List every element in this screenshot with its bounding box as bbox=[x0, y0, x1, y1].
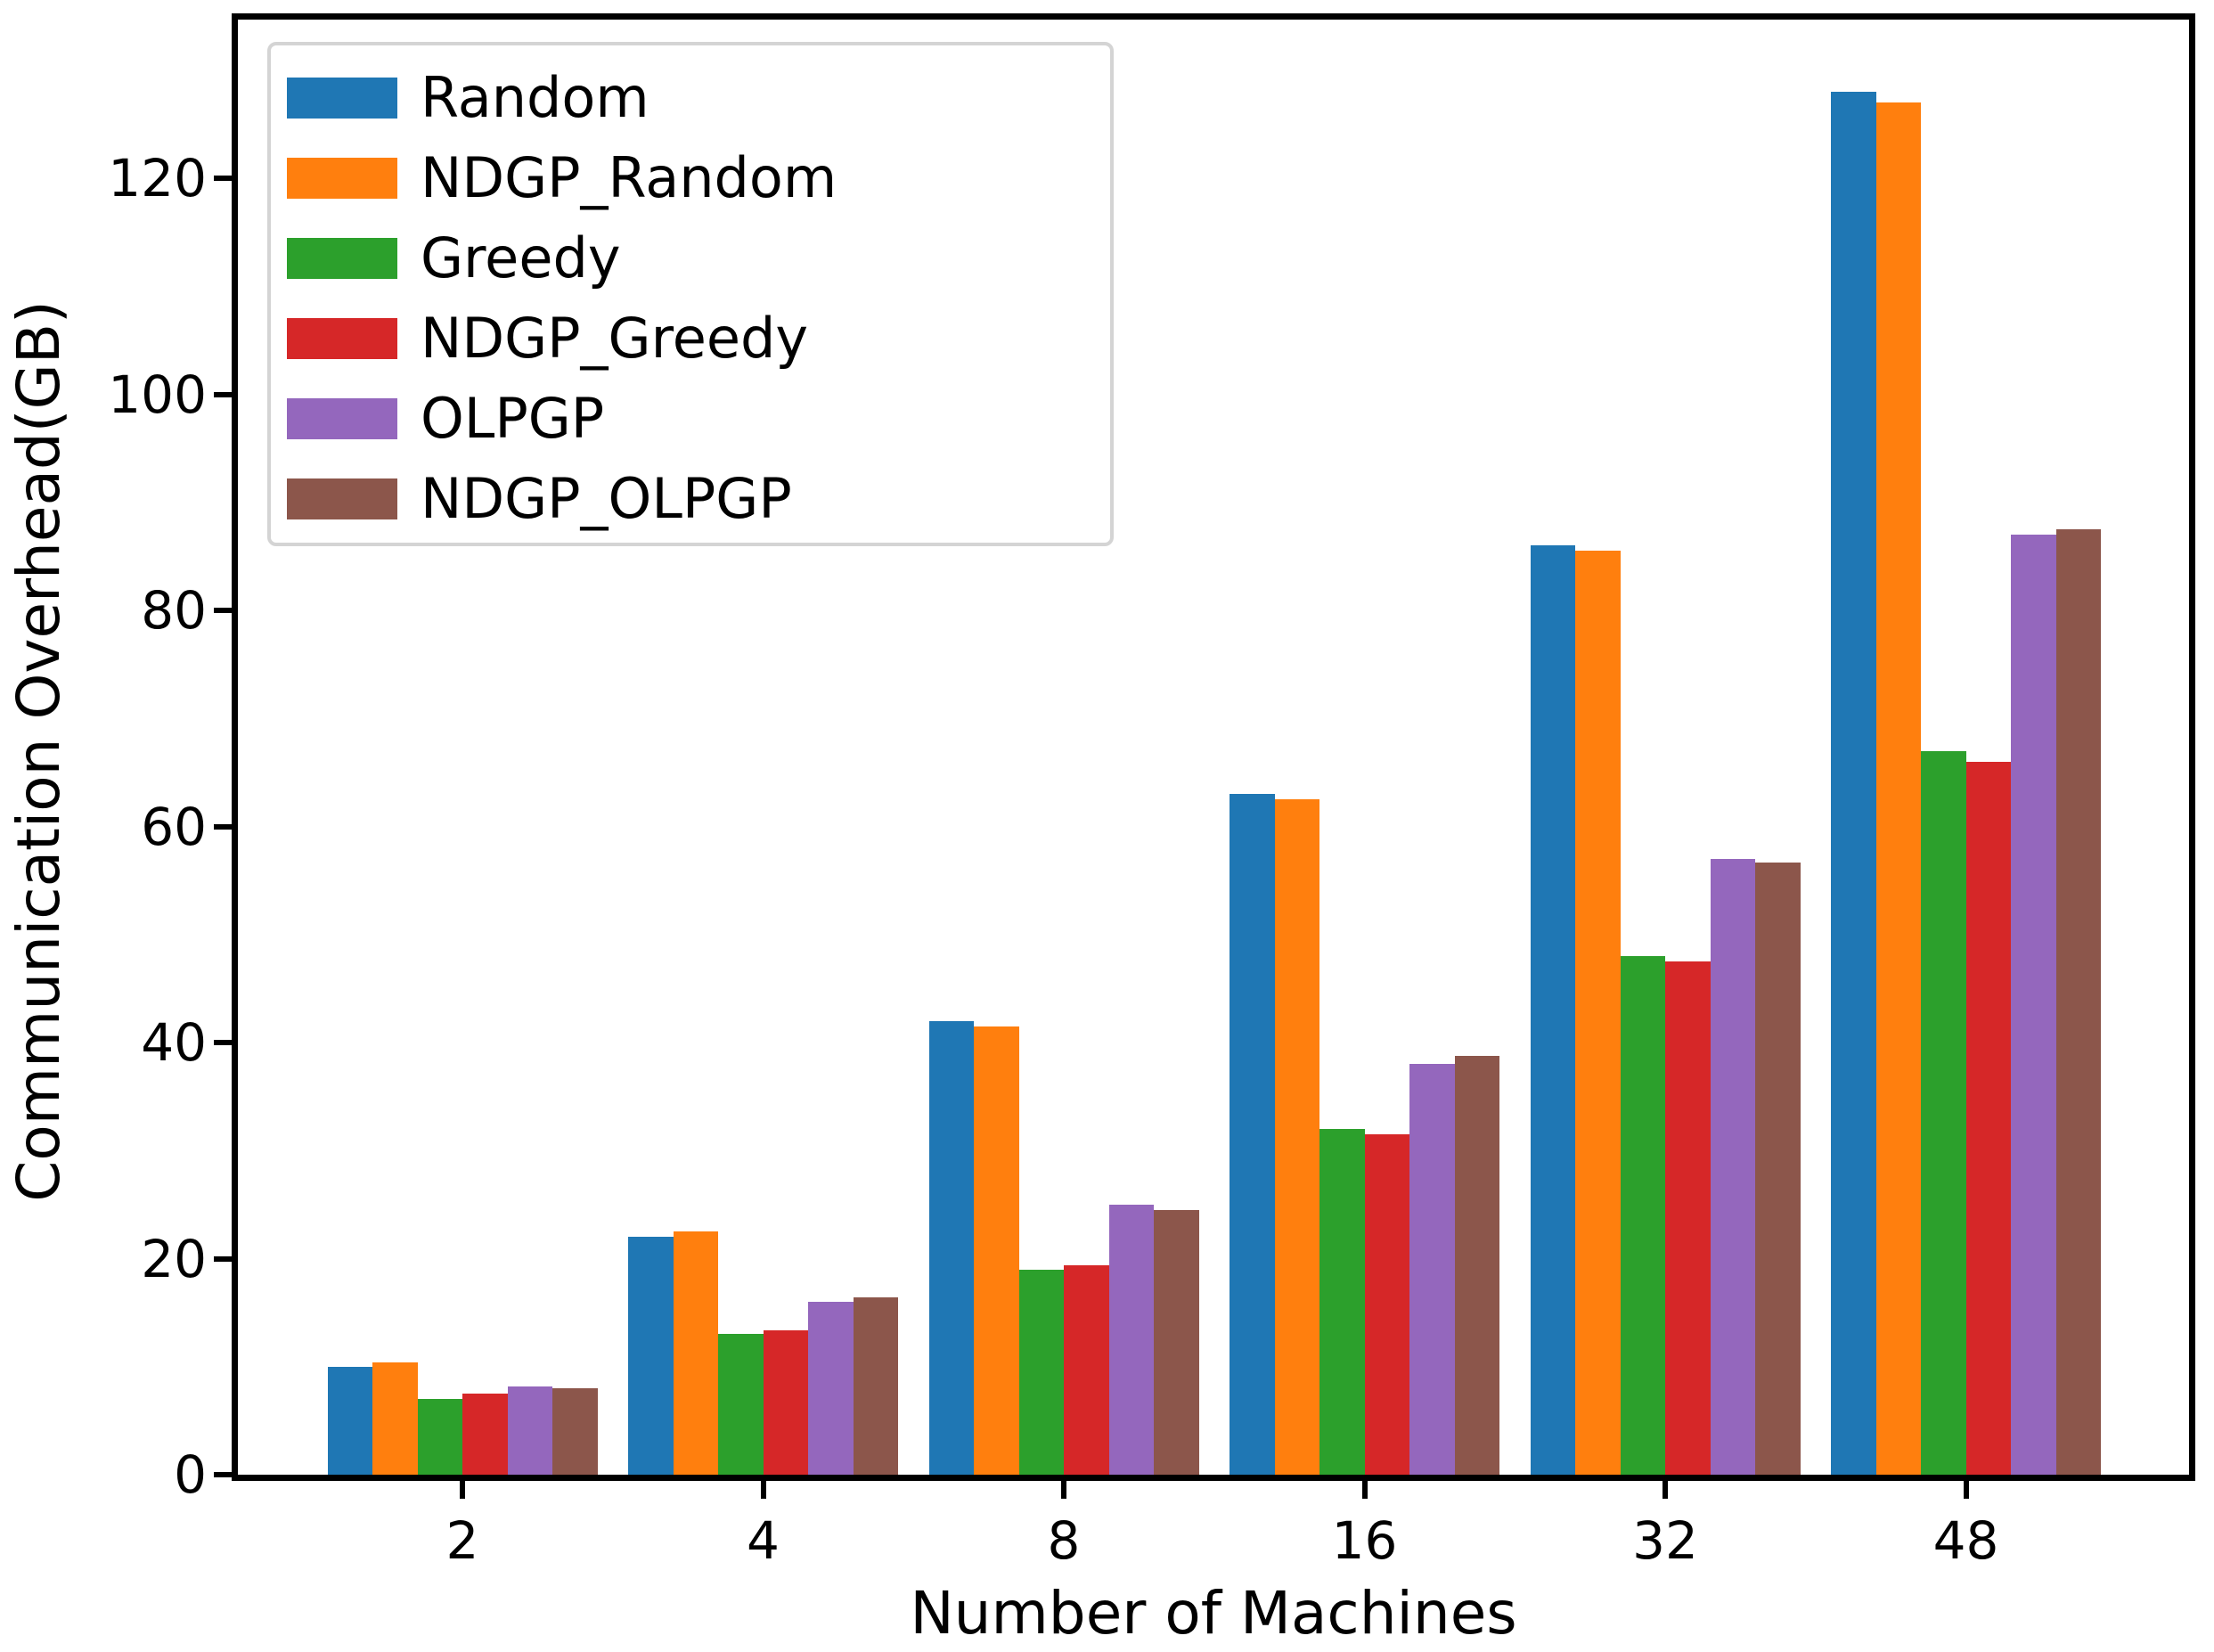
y-tick-mark-40 bbox=[214, 1040, 232, 1046]
y-tick-mark-0 bbox=[214, 1472, 232, 1477]
x-tick-label-4: 4 bbox=[747, 1510, 780, 1571]
y-tick-label-40: 40 bbox=[141, 1012, 207, 1074]
bar-NDGP_OLPGP-4 bbox=[853, 1297, 898, 1475]
bar-Random-2 bbox=[327, 1366, 372, 1475]
bar-NDGP_Greedy-2 bbox=[462, 1394, 508, 1475]
y-tick-mark-80 bbox=[214, 608, 232, 614]
x-tick-label-2: 2 bbox=[445, 1510, 479, 1571]
bar-NDGP_OLPGP-32 bbox=[1755, 862, 1801, 1475]
bar-NDGP_Greedy-16 bbox=[1364, 1134, 1409, 1475]
bar-NDGP_Random-2 bbox=[372, 1362, 418, 1475]
bar-Greedy-16 bbox=[1319, 1129, 1365, 1475]
legend-label-OLPGP: OLPGP bbox=[421, 386, 605, 451]
legend-swatch-NDGP_Greedy bbox=[287, 318, 397, 359]
bar-NDGP_OLPGP-8 bbox=[1154, 1209, 1199, 1475]
legend-label-NDGP_Greedy: NDGP_Greedy bbox=[421, 306, 809, 371]
legend-item-OLPGP: OLPGP bbox=[271, 379, 1110, 459]
x-tick-mark-16 bbox=[1361, 1481, 1368, 1499]
legend-swatch-NDGP_Random bbox=[287, 158, 397, 199]
bar-NDGP_Greedy-48 bbox=[1965, 761, 2011, 1475]
legend: Random NDGP_Random Greedy NDGP_Greedy OLPGP N… bbox=[267, 42, 1114, 546]
x-tick-mark-4 bbox=[760, 1481, 766, 1499]
legend-swatch-OLPGP bbox=[287, 398, 397, 439]
y-tick-label-60: 60 bbox=[141, 796, 207, 857]
y-axis-title: Communication Overhead(GB) bbox=[4, 300, 73, 1202]
bar-Random-16 bbox=[1230, 794, 1275, 1475]
legend-item-Greedy: Greedy bbox=[271, 218, 1110, 299]
y-tick-label-80: 80 bbox=[141, 580, 207, 642]
y-tick-label-120: 120 bbox=[108, 148, 207, 209]
legend-swatch-NDGP_OLPGP bbox=[287, 478, 397, 519]
legend-swatch-Greedy bbox=[287, 238, 397, 279]
x-tick-mark-8 bbox=[1061, 1481, 1066, 1499]
x-tick-label-16: 16 bbox=[1331, 1510, 1398, 1571]
bar-Greedy-48 bbox=[1921, 750, 1966, 1475]
y-tick-label-100: 100 bbox=[108, 364, 207, 425]
x-tick-label-48: 48 bbox=[1932, 1510, 1999, 1571]
bar-OLPGP-48 bbox=[2011, 535, 2056, 1475]
bar-NDGP_OLPGP-2 bbox=[552, 1388, 598, 1475]
y-tick-label-0: 0 bbox=[174, 1444, 207, 1505]
bar-OLPGP-8 bbox=[1108, 1204, 1154, 1475]
bar-NDGP_OLPGP-16 bbox=[1454, 1055, 1499, 1475]
x-tick-label-8: 8 bbox=[1047, 1510, 1081, 1571]
legend-label-NDGP_OLPGP: NDGP_OLPGP bbox=[421, 466, 792, 531]
x-axis-title: Number of Machines bbox=[910, 1579, 1517, 1648]
bar-NDGP_Random-16 bbox=[1274, 799, 1319, 1475]
bar-Random-48 bbox=[1831, 92, 1876, 1475]
bar-NDGP_OLPGP-48 bbox=[2055, 529, 2101, 1475]
bar-NDGP_Greedy-8 bbox=[1064, 1264, 1109, 1475]
legend-item-Random: Random bbox=[271, 58, 1110, 138]
bar-Greedy-8 bbox=[1018, 1269, 1064, 1475]
legend-item-NDGP_Greedy: NDGP_Greedy bbox=[271, 299, 1110, 379]
x-tick-mark-48 bbox=[1963, 1481, 1969, 1499]
y-tick-mark-100 bbox=[214, 391, 232, 397]
x-tick-label-32: 32 bbox=[1632, 1510, 1698, 1571]
legend-item-NDGP_OLPGP: NDGP_OLPGP bbox=[271, 459, 1110, 539]
x-tick-mark-32 bbox=[1663, 1481, 1668, 1499]
legend-label-Greedy: Greedy bbox=[421, 225, 621, 290]
y-tick-mark-120 bbox=[214, 176, 232, 182]
bar-NDGP_Random-8 bbox=[974, 1026, 1019, 1475]
legend-label-NDGP_Random: NDGP_Random bbox=[421, 145, 837, 210]
bar-Greedy-2 bbox=[417, 1399, 462, 1475]
bar-Greedy-32 bbox=[1620, 956, 1665, 1475]
y-tick-mark-60 bbox=[214, 823, 232, 830]
legend-item-NDGP_Random: NDGP_Random bbox=[271, 138, 1110, 218]
y-tick-mark-20 bbox=[214, 1255, 232, 1262]
bar-NDGP_Greedy-4 bbox=[763, 1329, 808, 1475]
bar-Random-4 bbox=[628, 1237, 674, 1475]
y-tick-label-20: 20 bbox=[141, 1228, 207, 1289]
bar-OLPGP-4 bbox=[808, 1302, 854, 1475]
legend-label-Random: Random bbox=[421, 65, 649, 130]
bar-OLPGP-2 bbox=[507, 1386, 552, 1475]
x-tick-mark-2 bbox=[460, 1481, 465, 1499]
bar-Random-8 bbox=[928, 1020, 974, 1475]
bar-OLPGP-16 bbox=[1409, 1064, 1455, 1475]
bar-NDGP_Greedy-32 bbox=[1665, 961, 1711, 1475]
bar-NDGP_Random-4 bbox=[673, 1231, 718, 1475]
bar-NDGP_Random-48 bbox=[1875, 102, 1921, 1475]
bar-NDGP_Random-32 bbox=[1575, 551, 1621, 1475]
bar-Greedy-4 bbox=[718, 1334, 764, 1475]
bar-Random-32 bbox=[1530, 545, 1575, 1475]
legend-swatch-Random bbox=[287, 78, 397, 119]
bar-OLPGP-32 bbox=[1710, 858, 1755, 1475]
